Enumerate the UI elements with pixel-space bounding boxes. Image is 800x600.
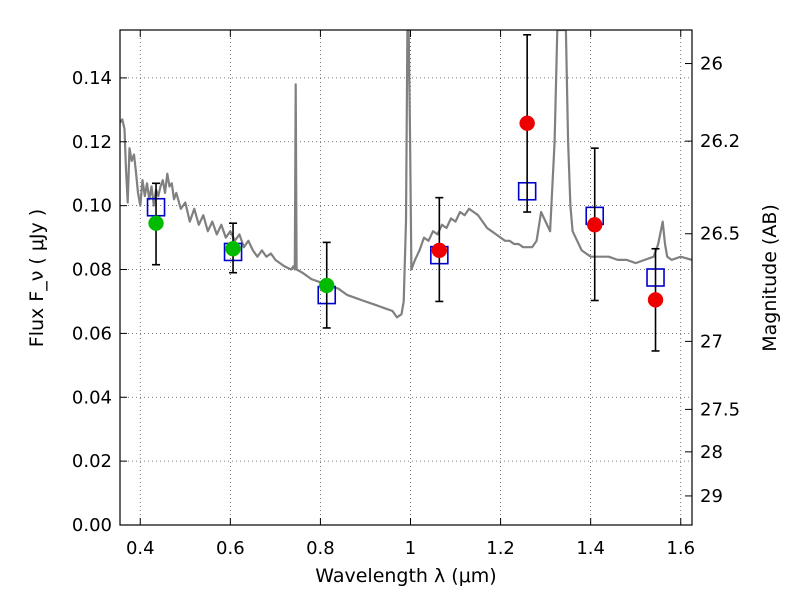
data-point bbox=[519, 115, 535, 132]
data-points-layer bbox=[146, 33, 665, 352]
x-tick-label: 1 bbox=[405, 538, 416, 559]
y-axis: 0.00 0.02 0.04 0.06 0.08 0.10 0.12 0.14 bbox=[72, 68, 127, 536]
right-axis-label: Magnitude (AB) bbox=[759, 204, 781, 352]
right-tick-label: 26.2 bbox=[700, 131, 740, 152]
x-tick-label: 0.4 bbox=[126, 538, 155, 559]
x-tick-label: 1.4 bbox=[576, 538, 605, 559]
data-point bbox=[647, 292, 664, 308]
x-tick-label: 0.8 bbox=[306, 538, 335, 559]
right-tick-label: 29 bbox=[700, 486, 723, 507]
right-tick-label: 26.5 bbox=[700, 224, 740, 245]
y-tick-label: 0.06 bbox=[72, 323, 112, 344]
y-tick-label: 0.10 bbox=[72, 196, 112, 217]
x-tick-label: 1.6 bbox=[666, 538, 695, 559]
data-point bbox=[431, 242, 448, 259]
right-tick-label: 26 bbox=[700, 54, 723, 75]
right-tick-label: 28 bbox=[700, 442, 723, 463]
right-tick-label: 27.5 bbox=[700, 399, 740, 420]
plot-frame bbox=[119, 29, 693, 526]
y-tick-label: 0.00 bbox=[72, 515, 112, 536]
right-tick-label: 27 bbox=[700, 331, 723, 352]
data-point bbox=[318, 277, 335, 294]
model-spectrum-line bbox=[120, 30, 692, 319]
data-point bbox=[586, 217, 603, 233]
y-axis-label: Flux F_ν ( μJy ) bbox=[26, 209, 48, 347]
x-tick-label: 0.6 bbox=[216, 538, 245, 559]
y-tick-label: 0.02 bbox=[72, 451, 112, 472]
model-spectrum-layer bbox=[120, 30, 692, 319]
x-tick-label: 1.2 bbox=[486, 538, 515, 559]
y-tick-label: 0.12 bbox=[72, 132, 112, 153]
y-tick-label: 0.04 bbox=[72, 387, 112, 408]
y-tick-label: 0.14 bbox=[72, 68, 112, 89]
x-axis: 0.4 0.6 0.8 1 1.2 1.4 1.6 bbox=[126, 30, 695, 559]
data-point bbox=[148, 215, 164, 231]
data-point bbox=[225, 241, 241, 257]
right-axis: 26 26.2 26.5 27 27.5 28 29 bbox=[685, 54, 740, 507]
y-tick-label: 0.08 bbox=[72, 260, 112, 281]
x-axis-label: Wavelength λ (μm) bbox=[315, 565, 496, 587]
